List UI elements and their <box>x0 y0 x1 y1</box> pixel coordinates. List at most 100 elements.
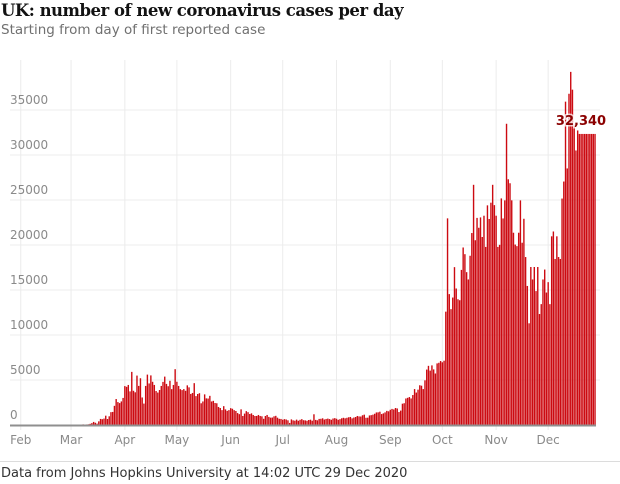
bar <box>273 416 275 425</box>
x-tick-label-oct: Oct <box>432 433 453 447</box>
bar <box>353 417 355 425</box>
bar <box>349 416 352 425</box>
bar <box>387 411 390 425</box>
bar <box>202 401 204 425</box>
bar <box>335 418 338 425</box>
bar <box>98 421 100 425</box>
bar <box>212 400 215 425</box>
bar <box>398 412 400 425</box>
bar <box>151 381 154 425</box>
y-tick-label: 5000 <box>10 363 41 377</box>
bar <box>424 380 426 425</box>
bar <box>158 390 161 425</box>
bar <box>544 269 546 425</box>
bar <box>512 232 515 425</box>
bar <box>363 414 365 425</box>
bar <box>438 362 440 425</box>
bar <box>412 395 414 425</box>
bar <box>410 398 412 425</box>
bar <box>214 402 216 425</box>
bar <box>117 402 119 425</box>
bar <box>205 398 208 425</box>
bar <box>547 282 549 425</box>
bar <box>531 279 534 425</box>
bar <box>403 403 405 425</box>
bar <box>524 257 527 425</box>
bar <box>328 419 331 425</box>
bar <box>308 419 310 425</box>
bar <box>125 386 128 425</box>
bar <box>118 403 121 425</box>
bar <box>356 415 359 425</box>
bar <box>314 419 317 425</box>
bar <box>203 394 206 425</box>
bar <box>150 375 152 425</box>
x-tick-label-feb: Feb <box>10 433 31 447</box>
bar <box>288 422 291 425</box>
bar <box>108 416 110 425</box>
bar <box>177 385 180 425</box>
bar <box>257 414 260 425</box>
bar <box>287 420 289 425</box>
bar <box>519 200 522 425</box>
bars <box>18 71 596 426</box>
bar <box>448 294 450 425</box>
bar <box>92 421 95 425</box>
y-tick-label: 15000 <box>10 273 48 287</box>
bar <box>269 417 272 425</box>
x-tick-label-jun: Jun <box>220 433 240 447</box>
bar <box>455 288 457 425</box>
bar <box>517 232 520 425</box>
bar <box>370 415 372 425</box>
x-tick-label-apr: Apr <box>114 433 135 447</box>
bar <box>505 123 508 426</box>
bar <box>386 410 388 425</box>
bar <box>339 419 341 425</box>
bar <box>576 130 579 425</box>
bar <box>294 420 296 425</box>
x-tick-label-mar: Mar <box>60 433 83 447</box>
bar <box>164 376 166 425</box>
bar <box>504 200 506 425</box>
bar <box>252 414 254 425</box>
bar <box>111 411 114 425</box>
chart-title: UK: number of new coronavirus cases per … <box>1 1 404 20</box>
bar <box>479 217 482 425</box>
bar <box>170 389 173 425</box>
bar <box>165 383 168 425</box>
bar <box>469 255 471 425</box>
bar <box>441 362 444 425</box>
x-tick-label-jul: Jul <box>274 433 289 447</box>
bar <box>197 393 199 425</box>
bar <box>106 419 109 425</box>
bar <box>311 420 313 425</box>
bar <box>556 236 558 425</box>
bar <box>268 416 270 425</box>
bar <box>278 418 280 425</box>
bar <box>181 390 183 425</box>
bar <box>550 236 553 425</box>
bar <box>396 408 398 425</box>
bar <box>321 418 324 425</box>
bar <box>216 403 218 425</box>
bar <box>301 419 303 425</box>
bar <box>408 397 411 425</box>
bar <box>493 205 496 425</box>
bar <box>413 389 416 425</box>
bar <box>500 198 503 425</box>
bar <box>405 398 407 425</box>
bar <box>233 410 235 425</box>
bar <box>431 365 433 425</box>
bar <box>231 408 234 425</box>
bar <box>200 403 202 425</box>
bar <box>155 391 157 425</box>
bar <box>384 412 386 425</box>
bar <box>446 218 449 425</box>
bar <box>575 150 577 425</box>
bar <box>157 392 159 425</box>
bar <box>313 414 315 425</box>
chart: 0 5000 10000 15000 20000 25000 30000 35000 Feb M… <box>10 60 608 447</box>
bar <box>545 292 548 425</box>
bar <box>325 418 327 425</box>
bar <box>354 417 357 425</box>
